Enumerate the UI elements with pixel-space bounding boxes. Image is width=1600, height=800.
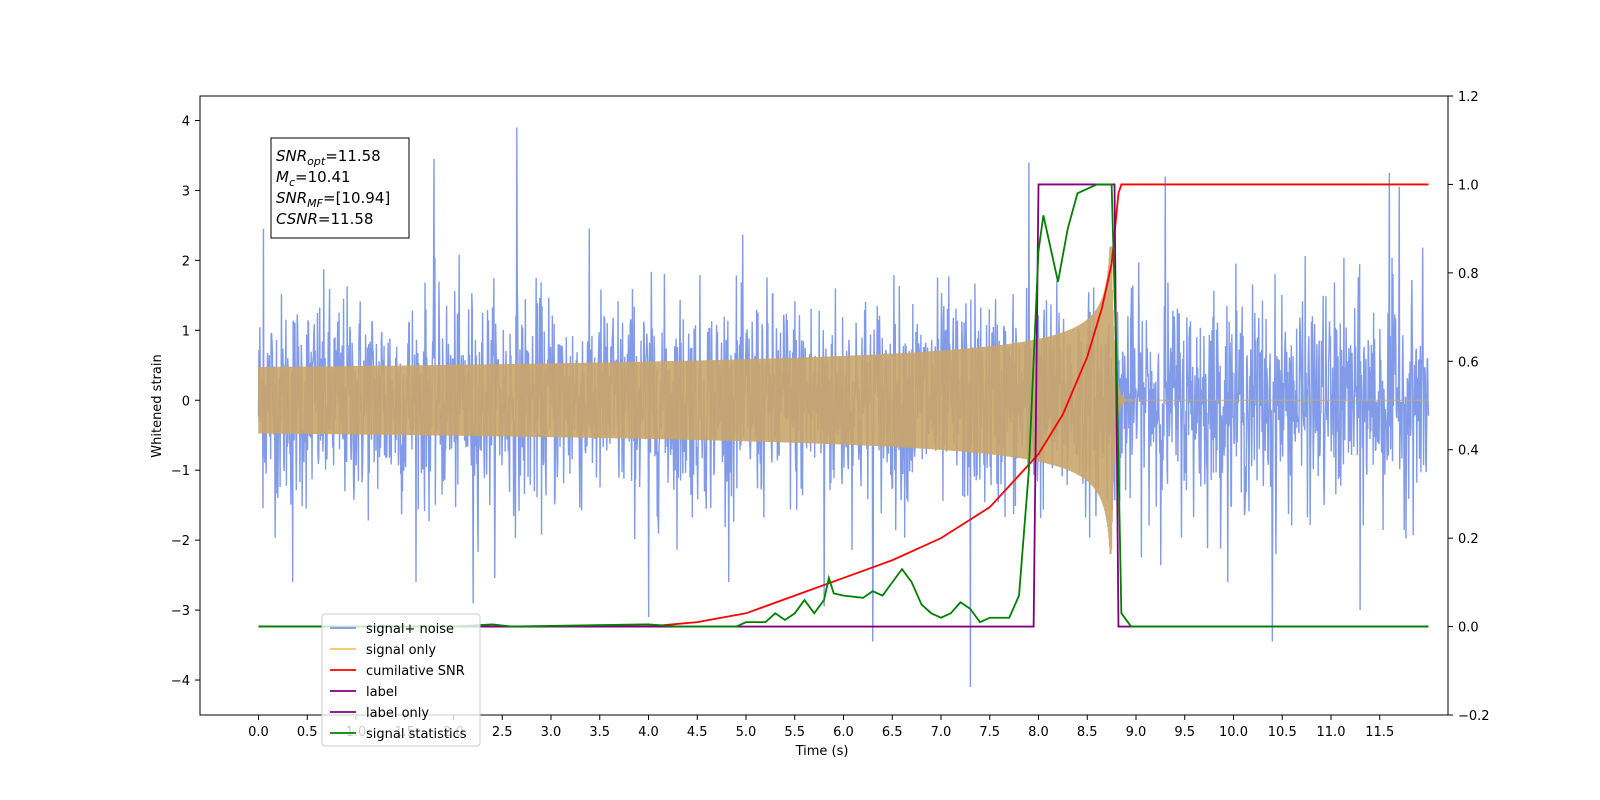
y-left-tick-label: 4	[182, 114, 190, 129]
y-right-tick-label: −0.2	[1458, 709, 1490, 724]
y-right-tick-label: 1.0	[1458, 178, 1479, 193]
y-left-tick-label: 2	[182, 254, 190, 269]
series-signal-only-line	[258, 246, 1429, 555]
y-right-tick-label: 1.2	[1458, 90, 1479, 105]
x-tick-label: 11.0	[1317, 725, 1346, 740]
legend-entry-label: signal statistics	[366, 727, 467, 742]
x-tick-label: 9.5	[1174, 725, 1195, 740]
x-tick-label: 7.5	[979, 725, 1000, 740]
stats-annotation-frame	[270, 137, 410, 239]
legend-entry-label: signal only	[366, 643, 436, 658]
x-tick-label: 10.0	[1219, 725, 1248, 740]
y-axis-left: −4 −3 −2 −1 0 1 2 3 4	[171, 114, 200, 689]
y-right-tick-label: 0.2	[1458, 532, 1479, 547]
series-signal-statistics-line	[258, 183, 1429, 628]
stats-annotation-line: CSNR=11.58	[276, 210, 373, 228]
y-axis-right: −0.2 0.0 0.2 0.4 0.6 0.8 1.0 1.2	[1448, 90, 1490, 724]
stats-annotation-line: SNRMF=[10.94]	[276, 189, 390, 210]
y-right-tick-label: 0.4	[1458, 444, 1479, 459]
x-tick-label: 10.5	[1268, 725, 1297, 740]
y-left-tick-label: 3	[182, 184, 190, 199]
x-axis-label: Time (s)	[795, 744, 849, 759]
x-tick-label: 0.0	[248, 725, 269, 740]
plot-frame	[199, 95, 1449, 716]
y-left-tick-label: −2	[171, 534, 190, 549]
y-right-tick-label: 0.0	[1458, 621, 1479, 636]
y-left-tick-label: −3	[171, 604, 190, 619]
x-tick-label: 7.0	[931, 725, 952, 740]
legend-frame	[321, 613, 481, 747]
x-tick-label: 3.5	[589, 725, 610, 740]
x-tick-label: 8.5	[1077, 725, 1098, 740]
y-right-tick-label: 0.8	[1458, 267, 1479, 282]
stats-annotation-box: SNRopt=11.58Mc=10.41SNRMF=[10.94]CSNR=11…	[270, 137, 410, 239]
x-tick-label: 6.5	[882, 725, 903, 740]
y-left-tick-label: −4	[171, 674, 190, 689]
x-tick-label: 6.0	[833, 725, 854, 740]
x-tick-label: 5.0	[736, 725, 757, 740]
x-tick-label: 8.0	[1028, 725, 1049, 740]
x-tick-label: 4.0	[638, 725, 659, 740]
stats-annotation-line: SNRopt=11.58	[276, 147, 381, 168]
x-tick-label: 2.5	[492, 725, 513, 740]
legend-entry-label: label only	[366, 706, 429, 721]
y-axis-label: Whitened strain	[150, 354, 165, 457]
x-tick-label: 5.5	[784, 725, 805, 740]
stats-annotation-line: Mc=10.41	[276, 168, 351, 189]
x-tick-label: 4.5	[687, 725, 708, 740]
series-layer	[257, 127, 1430, 688]
x-tick-label: 3.0	[541, 725, 562, 740]
legend-entry-label: cumilative SNR	[366, 664, 465, 679]
x-tick-label: 11.5	[1365, 725, 1394, 740]
plot-area	[199, 95, 1449, 716]
y-left-tick-label: 0	[182, 394, 190, 409]
legend-entry-label: label	[366, 685, 397, 700]
x-tick-label: 9.0	[1126, 725, 1147, 740]
legend-entry-label: signal+ noise	[366, 622, 454, 637]
y-left-tick-label: −1	[171, 464, 190, 479]
legend: signal+ noise signal only cumilative SNR la…	[321, 613, 481, 747]
x-tick-label: 0.5	[297, 725, 318, 740]
y-left-tick-label: 1	[182, 324, 190, 339]
y-right-tick-label: 0.6	[1458, 355, 1479, 370]
